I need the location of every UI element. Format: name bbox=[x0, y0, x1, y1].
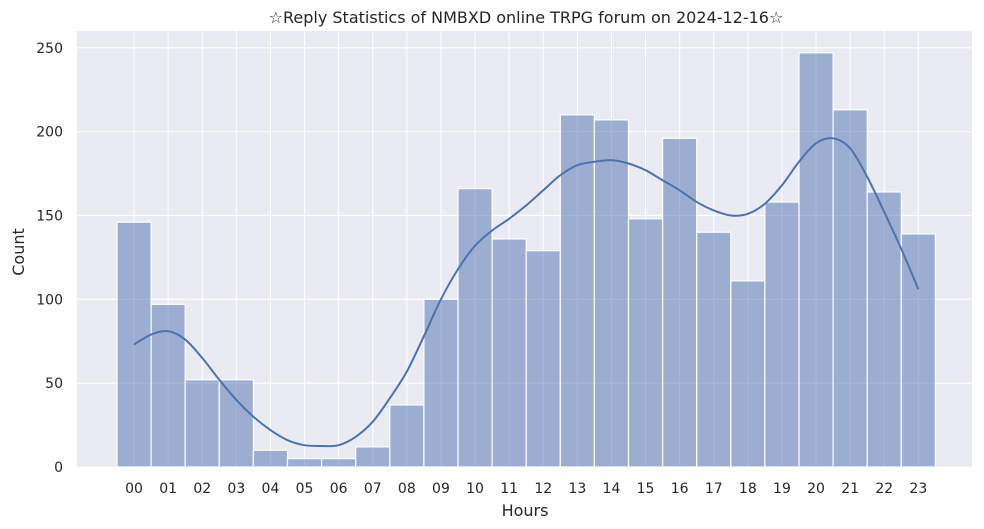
x-tick-label-03: 03 bbox=[227, 481, 245, 497]
y-tick-label-200: 200 bbox=[36, 125, 63, 141]
bar-20 bbox=[798, 52, 834, 468]
y-tick-label-50: 50 bbox=[45, 376, 63, 392]
bar-03 bbox=[218, 379, 255, 468]
x-tick-label-00: 00 bbox=[125, 481, 143, 497]
bar-02 bbox=[184, 379, 220, 468]
bar-09 bbox=[423, 298, 459, 468]
bar-07 bbox=[355, 446, 391, 468]
bar-21 bbox=[832, 109, 868, 468]
bar-01 bbox=[150, 303, 186, 468]
bar-10 bbox=[457, 188, 493, 468]
bar-13 bbox=[559, 114, 595, 468]
bar-14 bbox=[593, 119, 630, 468]
bar-19 bbox=[764, 201, 800, 468]
y-tick-label-150: 150 bbox=[36, 208, 63, 224]
x-tick-label-21: 21 bbox=[841, 481, 859, 497]
bar-18 bbox=[730, 280, 766, 468]
x-tick-label-10: 10 bbox=[466, 481, 484, 497]
x-tick-label-08: 08 bbox=[398, 481, 416, 497]
bar-12 bbox=[525, 250, 561, 468]
x-tick-label-17: 17 bbox=[705, 481, 723, 497]
y-tick-label-250: 250 bbox=[36, 41, 63, 57]
bar-05 bbox=[286, 458, 323, 468]
x-tick-label-02: 02 bbox=[193, 481, 211, 497]
bar-11 bbox=[491, 238, 527, 468]
x-tick-label-22: 22 bbox=[875, 481, 893, 497]
x-tick-label-23: 23 bbox=[909, 481, 927, 497]
bar-16 bbox=[661, 137, 698, 468]
x-axis-label: Hours bbox=[502, 501, 549, 520]
x-tick-label-15: 15 bbox=[637, 481, 655, 497]
x-tick-label-05: 05 bbox=[296, 481, 314, 497]
bar-00 bbox=[116, 221, 152, 468]
bar-15 bbox=[627, 218, 664, 468]
y-tick-labels: 0 50 100 150 200 250 bbox=[36, 41, 63, 476]
x-tick-label-18: 18 bbox=[739, 481, 757, 497]
chart-title: ☆Reply Statistics of NMBXD online TRPG f… bbox=[269, 8, 784, 27]
bar-04 bbox=[252, 449, 289, 468]
bar-08 bbox=[389, 404, 425, 468]
x-tick-label-20: 20 bbox=[807, 481, 825, 497]
bar-23 bbox=[900, 233, 936, 468]
x-tick-label-16: 16 bbox=[671, 481, 689, 497]
x-tick-label-01: 01 bbox=[159, 481, 177, 497]
bars bbox=[116, 52, 936, 468]
x-tick-label-11: 11 bbox=[500, 481, 518, 497]
y-tick-label-0: 0 bbox=[54, 460, 63, 476]
x-tick-label-06: 06 bbox=[330, 481, 348, 497]
kde-curve bbox=[133, 137, 920, 448]
bar-06 bbox=[321, 458, 357, 468]
bar-17 bbox=[696, 231, 732, 468]
x-tick-label-19: 19 bbox=[773, 481, 791, 497]
y-tick-label-100: 100 bbox=[36, 292, 63, 308]
bar-22 bbox=[866, 191, 902, 468]
x-tick-label-12: 12 bbox=[534, 481, 552, 497]
x-tick-label-04: 04 bbox=[262, 481, 280, 497]
x-tick-label-07: 07 bbox=[364, 481, 382, 497]
x-tick-label-13: 13 bbox=[568, 481, 586, 497]
kde-curve-layer bbox=[133, 137, 920, 448]
x-tick-label-14: 14 bbox=[603, 481, 621, 497]
x-tick-label-09: 09 bbox=[432, 481, 450, 497]
x-tick-labels: 00 01 02 03 04 05 06 07 08 09 10 11 12 13 14 15 16 17 18 19… bbox=[125, 481, 927, 497]
y-axis-label: Count bbox=[9, 228, 28, 276]
